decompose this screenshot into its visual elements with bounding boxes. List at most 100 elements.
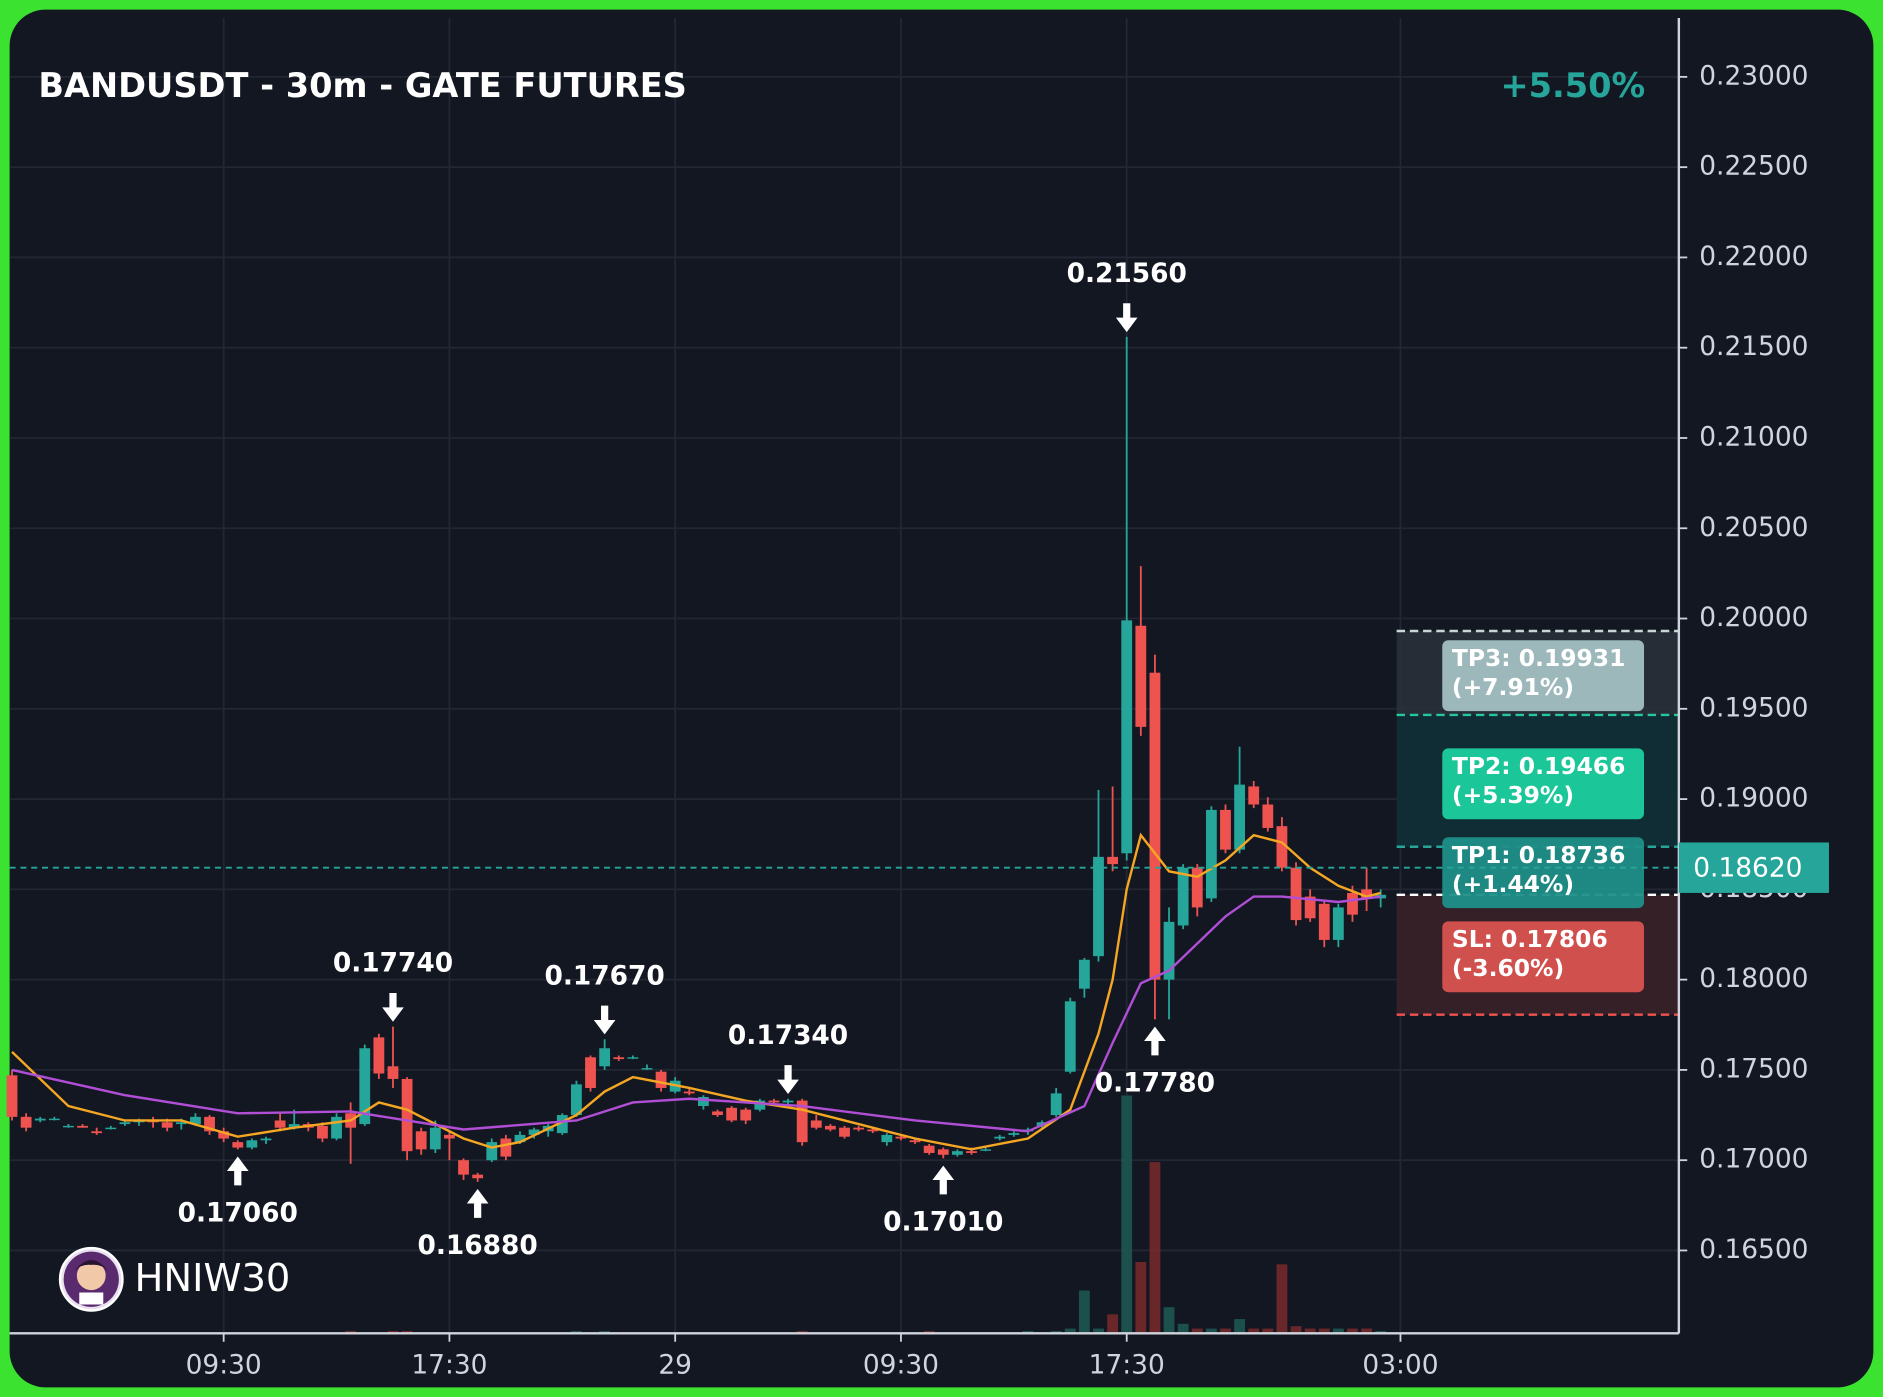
volume-bar <box>1361 1328 1372 1334</box>
x-tick-label: 29 <box>658 1349 692 1380</box>
candle-body <box>472 1174 484 1179</box>
panel <box>9 9 1874 1388</box>
candle-body <box>317 1125 328 1139</box>
annotation-label: 0.17670 <box>545 960 665 991</box>
y-tick-label: 0.16500 <box>1699 1234 1808 1265</box>
candle-body <box>190 1116 201 1125</box>
candle-body <box>105 1127 117 1130</box>
x-tick-label: 17:30 <box>411 1349 487 1380</box>
candle-body <box>1262 804 1274 828</box>
candle-body <box>1205 809 1217 899</box>
candle-body <box>359 1048 371 1125</box>
candle-body <box>1375 894 1387 899</box>
volume-bar <box>1149 1162 1161 1334</box>
watermark: HNIW30 <box>135 1256 291 1301</box>
candle-body <box>34 1118 46 1121</box>
candle-body <box>1078 959 1090 989</box>
candle-body <box>726 1107 738 1121</box>
ma-line <box>11 832 1381 1151</box>
y-tick-label: 0.20500 <box>1699 512 1808 543</box>
candle-body <box>923 1145 935 1153</box>
candle-body <box>627 1057 639 1059</box>
candle-body <box>1347 892 1358 915</box>
price-tag <box>1678 842 1829 893</box>
candle-body <box>1163 921 1175 980</box>
y-tick-label: 0.20000 <box>1699 602 1808 633</box>
candle-body <box>500 1138 512 1157</box>
candle-body <box>6 1075 18 1117</box>
candle-body <box>1248 786 1260 805</box>
volume-bar <box>1191 1328 1203 1334</box>
volume-bar <box>1135 1261 1147 1334</box>
annotation-arrow <box>382 992 404 1022</box>
target-box <box>1442 748 1645 820</box>
annotation-arrow <box>1115 303 1138 333</box>
x-tick-label: 03:00 <box>1362 1349 1438 1380</box>
target-box <box>1442 837 1645 909</box>
y-tick-label: 0.23000 <box>1699 60 1808 91</box>
candle-body <box>881 1134 893 1143</box>
candle-body <box>77 1125 88 1128</box>
candle-body <box>980 1149 992 1151</box>
change: +5.50% <box>1500 66 1645 105</box>
volume-bar <box>1177 1323 1189 1334</box>
candle-body <box>1361 889 1372 899</box>
candle-body <box>415 1131 427 1150</box>
target-change: (+1.44%) <box>1452 870 1574 898</box>
volume-bar <box>1234 1319 1246 1334</box>
annotation-label: 0.21560 <box>1067 258 1187 289</box>
target-label: TP3: 0.19931 <box>1452 644 1626 672</box>
annotation-arrow <box>593 1005 616 1035</box>
candle-body <box>373 1037 385 1074</box>
target-label: SL: 0.17806 <box>1452 925 1608 953</box>
volume-bar <box>1248 1328 1260 1334</box>
candle-body <box>429 1127 441 1150</box>
annotation-label: 0.17010 <box>883 1207 1003 1238</box>
candle-body <box>782 1100 794 1103</box>
annotation-arrow <box>226 1156 249 1186</box>
target-box <box>1442 640 1645 712</box>
candle-body <box>218 1131 230 1139</box>
target-box <box>1442 921 1645 993</box>
volume-bar <box>1262 1328 1274 1334</box>
candle-body <box>754 1100 766 1110</box>
candle-body <box>1107 856 1119 865</box>
volume-bar <box>1205 1328 1217 1334</box>
candle-body <box>951 1151 963 1155</box>
candle-body <box>48 1118 60 1121</box>
candle-body <box>1135 625 1147 727</box>
candle-body <box>937 1149 949 1155</box>
candle-body <box>810 1120 822 1128</box>
annotation-arrow <box>777 1065 799 1094</box>
candle-body <box>204 1116 215 1132</box>
candle-body <box>119 1122 131 1125</box>
chart-title: BANDUSDT - 30m - GATE FUTURES <box>38 66 686 105</box>
candle-body <box>1050 1093 1062 1116</box>
annotation-label: 0.17340 <box>728 1020 848 1051</box>
candle-body <box>1290 867 1302 921</box>
candle-body <box>966 1151 977 1153</box>
volume-bar <box>1347 1328 1358 1334</box>
candle-body <box>1093 856 1104 957</box>
candle-body <box>571 1084 582 1116</box>
candle-body <box>288 1124 300 1128</box>
candle-body <box>683 1091 695 1094</box>
volume-bar <box>1318 1328 1330 1334</box>
candle-body <box>514 1134 526 1143</box>
candle-body <box>1064 1001 1076 1072</box>
candle-body <box>232 1142 244 1148</box>
candle-body <box>260 1138 272 1141</box>
candle-body <box>796 1100 808 1143</box>
candle-body <box>401 1078 413 1152</box>
candle-body <box>1008 1133 1020 1135</box>
volume-bar <box>1276 1264 1288 1334</box>
candle-body <box>1149 672 1161 980</box>
annotation-arrow <box>932 1165 955 1195</box>
candle-body <box>867 1129 879 1132</box>
y-tick-label: 0.19500 <box>1699 692 1808 723</box>
volume-bar <box>1121 1095 1133 1334</box>
annotation-label: 0.16880 <box>418 1230 538 1261</box>
candle-body <box>486 1142 498 1161</box>
candle-body <box>839 1127 850 1137</box>
